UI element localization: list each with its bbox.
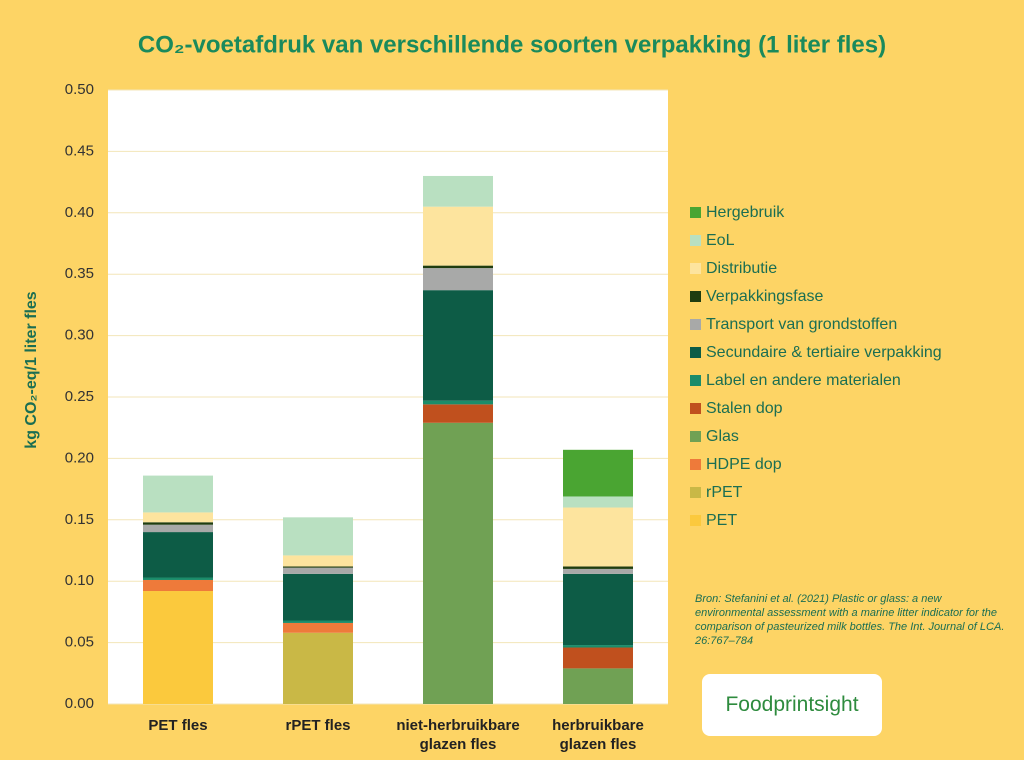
bar-segment xyxy=(563,568,633,574)
y-tick-label: 0.10 xyxy=(65,572,94,589)
y-tick-label: 0.25 xyxy=(65,388,94,405)
legend-label: rPET xyxy=(706,484,743,501)
bar-segment xyxy=(563,566,633,569)
legend-label: Hergebruik xyxy=(706,204,785,221)
y-tick-label: 0.15 xyxy=(65,511,94,528)
x-tick-label: PET fles xyxy=(148,717,208,734)
x-tick-label: niet-herbruikbare glazen fles xyxy=(396,717,520,753)
bar-segment xyxy=(283,622,353,633)
bar-segment xyxy=(283,573,353,621)
legend-swatch xyxy=(690,235,701,246)
bar-segment xyxy=(283,567,353,574)
y-tick-label: 0.00 xyxy=(65,695,94,712)
bar-segment xyxy=(143,475,213,513)
legend-swatch xyxy=(690,459,701,470)
bar-segment xyxy=(423,175,493,207)
bar-segment xyxy=(283,517,353,556)
bar-segment xyxy=(423,400,493,405)
x-tick-label: herbruikbare glazen fles xyxy=(552,717,644,753)
bar-segment xyxy=(143,579,213,592)
bar-segment xyxy=(143,524,213,533)
legend-label: Label en andere materialen xyxy=(706,372,901,389)
y-tick-label: 0.40 xyxy=(65,204,94,221)
bar-segment xyxy=(423,290,493,401)
y-tick-label: 0.30 xyxy=(65,327,94,344)
legend-swatch xyxy=(690,319,701,330)
source-note: Bron: Stefanini et al. (2021) Plastic or… xyxy=(695,593,1005,647)
legend-label: Secundaire & tertiaire verpakking xyxy=(706,344,942,361)
legend-label: Transport van grondstoffen xyxy=(706,316,897,333)
y-tick-label: 0.20 xyxy=(65,449,94,466)
legend-swatch xyxy=(690,431,701,442)
legend-swatch xyxy=(690,487,701,498)
bar-segment xyxy=(143,532,213,578)
bar-segment xyxy=(143,591,213,704)
bar-segment xyxy=(563,647,633,669)
y-tick-label: 0.45 xyxy=(65,142,94,159)
bar-segment xyxy=(563,496,633,508)
bar-segment xyxy=(423,422,493,704)
legend-swatch xyxy=(690,515,701,526)
bar-segment xyxy=(423,206,493,266)
y-tick-label: 0.50 xyxy=(65,81,94,98)
bar-segment xyxy=(563,507,633,567)
bar-segment xyxy=(283,566,353,568)
legend-swatch xyxy=(690,403,701,414)
bar-segment xyxy=(143,522,213,525)
legend-label: Glas xyxy=(706,428,739,445)
legend-swatch xyxy=(690,347,701,358)
legend-swatch xyxy=(690,375,701,386)
bar-segment xyxy=(143,577,213,580)
chart-title: CO₂-voetafdruk van verschillende soorten… xyxy=(138,31,886,58)
bar-segment xyxy=(423,265,493,269)
bar-segment xyxy=(563,449,633,497)
bar-segment xyxy=(283,620,353,623)
legend-label: HDPE dop xyxy=(706,456,782,473)
bar-segment xyxy=(143,512,213,523)
legend-label: Distributie xyxy=(706,260,777,277)
y-tick-label: 0.05 xyxy=(65,634,94,651)
bar-segment xyxy=(563,573,633,646)
bar-segment xyxy=(563,645,633,648)
y-axis-label: kg CO₂-eq/1 liter fles xyxy=(23,291,40,448)
legend-label: Stalen dop xyxy=(706,400,783,417)
legend-label: Verpakkingsfase xyxy=(706,288,824,305)
legend-swatch xyxy=(690,263,701,274)
bar-segment xyxy=(423,404,493,423)
legend-label: PET xyxy=(706,512,737,529)
legend-label: EoL xyxy=(706,232,735,249)
y-tick-label: 0.35 xyxy=(65,265,94,282)
bar-segment xyxy=(423,268,493,291)
bar-segment xyxy=(283,632,353,704)
legend-swatch xyxy=(690,207,701,218)
logo: Foodprintsight xyxy=(702,674,882,736)
legend-swatch xyxy=(690,291,701,302)
x-tick-label: rPET fles xyxy=(285,717,351,734)
bar-segment xyxy=(283,555,353,567)
bar-segment xyxy=(563,668,633,704)
